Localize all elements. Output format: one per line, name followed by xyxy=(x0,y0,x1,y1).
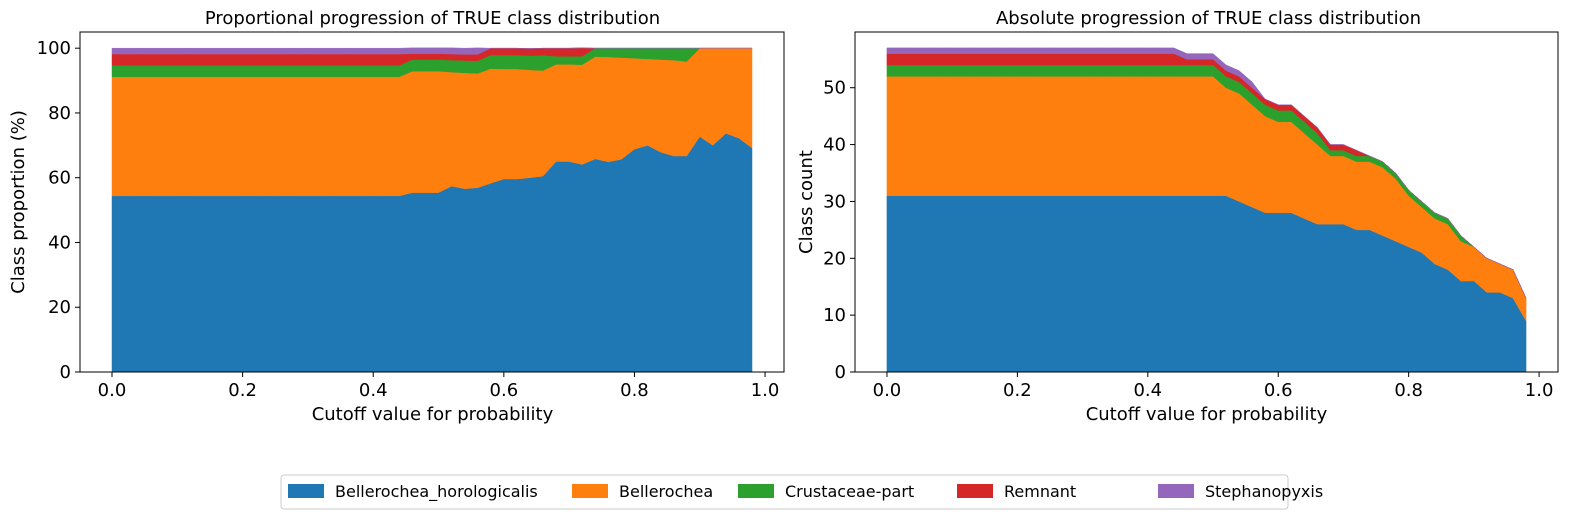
proportional-panel: Proportional progression of TRUE class d… xyxy=(8,8,785,425)
absolute-x-tick-label: 0.2 xyxy=(1003,380,1032,401)
proportional-x-tick-label: 0.8 xyxy=(620,380,649,401)
proportional-x-tick-label: 0.6 xyxy=(490,380,519,401)
legend: Bellerochea_horologicalis Bellerochea Crus… xyxy=(280,474,1323,510)
absolute-y-tick-label: 30 xyxy=(823,191,846,212)
absolute-panel: Absolute progression of TRUE class distr… xyxy=(796,8,1559,425)
proportional-x-tick-label: 0.2 xyxy=(228,380,257,401)
legend-label-stephanopyxis: Stephanopyxis xyxy=(1205,482,1323,501)
legend-swatch-crustaceae-part xyxy=(738,484,774,498)
legend-swatch-remnant xyxy=(957,484,993,498)
proportional-y-tick-label: 40 xyxy=(48,232,71,253)
legend-swatch-bellerochea xyxy=(572,484,608,498)
proportional-y-tick-label: 100 xyxy=(37,38,71,59)
proportional-plot-frame xyxy=(79,31,785,373)
absolute-plot-frame xyxy=(854,31,1559,373)
absolute-chart-title: Absolute progression of TRUE class distr… xyxy=(996,8,1421,29)
proportional-x-tick-label: 0.4 xyxy=(359,380,388,401)
absolute-y-tick-label: 0 xyxy=(835,362,846,383)
absolute-x-tick-label: 0.8 xyxy=(1394,380,1423,401)
legend-label-bellerochea: Bellerochea xyxy=(619,482,713,501)
absolute-x-tick-label: 0.4 xyxy=(1133,380,1162,401)
legend-frame xyxy=(280,474,1289,510)
absolute-x-axis-label: Cutoff value for probability xyxy=(1086,404,1328,425)
absolute-y-tick-label: 10 xyxy=(823,305,846,326)
legend-label-bellerochea-horologicalis: Bellerochea_horologicalis xyxy=(335,482,538,502)
proportional-axis-ticks: 0.0 0.2 0.4 0.6 0.8 1.0 0 20 40 60 80 100 xyxy=(37,38,780,401)
proportional-y-tick-label: 60 xyxy=(48,168,71,189)
absolute-y-tick-label: 40 xyxy=(823,135,846,156)
absolute-area-stephanopyxis xyxy=(886,47,1527,299)
absolute-y-tick-label: 50 xyxy=(823,78,846,99)
proportional-y-tick-label: 20 xyxy=(48,297,71,318)
absolute-axis-ticks: 0.0 0.2 0.4 0.6 0.8 1.0 0 10 20 30 40 50 xyxy=(823,78,1553,401)
absolute-plot-area xyxy=(886,47,1527,373)
legend-swatch-bellerochea-horologicalis xyxy=(288,484,324,498)
proportional-y-axis-label: Class proportion (%) xyxy=(8,110,29,294)
absolute-y-tick-label: 20 xyxy=(823,248,846,269)
proportional-y-tick-label: 0 xyxy=(60,362,71,383)
proportional-x-tick-label: 1.0 xyxy=(751,380,780,401)
proportional-plot-area xyxy=(111,47,753,373)
absolute-x-tick-label: 1.0 xyxy=(1525,380,1554,401)
proportional-y-tick-label: 80 xyxy=(48,103,71,124)
proportional-chart-title: Proportional progression of TRUE class d… xyxy=(205,8,660,29)
legend-label-remnant: Remnant xyxy=(1004,482,1076,501)
absolute-x-tick-label: 0.0 xyxy=(873,380,902,401)
proportional-x-axis-label: Cutoff value for probability xyxy=(312,404,554,425)
absolute-x-tick-label: 0.6 xyxy=(1264,380,1293,401)
legend-label-crustaceae-part: Crustaceae-part xyxy=(785,482,914,501)
proportional-area-stephanopyxis xyxy=(111,47,752,55)
absolute-y-axis-label: Class count xyxy=(796,150,817,254)
proportional-x-tick-label: 0.0 xyxy=(98,380,127,401)
legend-swatch-stephanopyxis xyxy=(1158,484,1194,498)
